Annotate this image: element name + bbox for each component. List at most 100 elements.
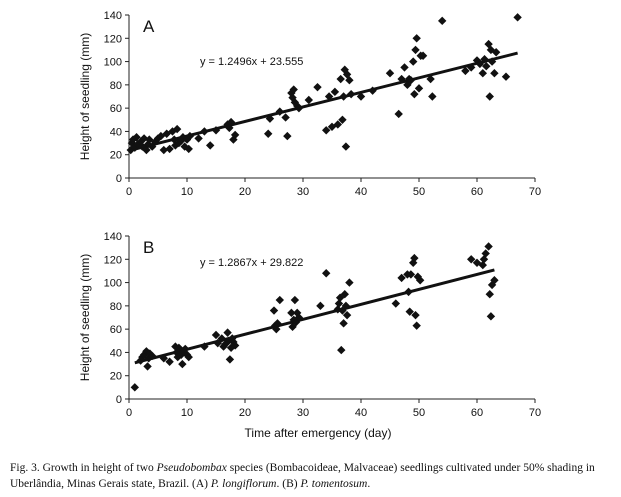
x-tick-label: 0 — [126, 186, 132, 198]
data-point — [397, 273, 406, 283]
data-point — [281, 113, 290, 122]
data-point — [148, 351, 157, 361]
data-point — [406, 270, 416, 279]
data-point — [480, 55, 489, 64]
data-point — [345, 278, 354, 287]
data-point — [411, 310, 420, 320]
data-point — [334, 299, 344, 308]
data-point — [356, 92, 366, 101]
data-point — [467, 255, 476, 264]
data-point — [385, 69, 395, 78]
data-point — [341, 301, 351, 311]
y-tick-label: 60 — [110, 324, 122, 336]
data-point — [410, 253, 419, 263]
y-tick-label: 80 — [110, 80, 122, 92]
data-point — [132, 133, 141, 142]
data-point — [275, 295, 284, 305]
data-point — [172, 124, 182, 134]
data-point — [342, 70, 352, 79]
data-point — [273, 319, 282, 328]
chart-panel-a: 0 20 40 60 80 100 120 140 0 10 20 30 40 50 60 70 Height … — [78, 10, 541, 198]
data-point — [185, 131, 195, 141]
data-point — [346, 89, 356, 99]
data-point — [173, 352, 182, 362]
data-point — [400, 63, 409, 72]
x-tick-label: 40 — [355, 186, 367, 198]
x-tick-label: 70 — [529, 186, 541, 198]
data-point — [275, 107, 284, 116]
data-point — [337, 345, 346, 355]
y-tick-label: 0 — [116, 394, 122, 406]
data-point — [461, 66, 470, 76]
data-point — [178, 133, 188, 142]
data-point — [200, 342, 209, 351]
caption-species-a: P. longiflorum — [210, 478, 277, 490]
data-point — [345, 76, 354, 85]
data-point — [333, 120, 342, 129]
y-tick-label: 0 — [116, 173, 122, 185]
chart-panel-b: 0 20 40 60 80 100 120 140 0 10 20 30 40 50 60 70 Height … — [78, 231, 541, 440]
data-point — [184, 144, 193, 154]
x-tick-label: 10 — [181, 407, 193, 419]
data-point — [394, 109, 403, 119]
y-tick-label: 120 — [104, 254, 122, 266]
y-tick-label: 140 — [104, 10, 122, 22]
data-point — [322, 126, 331, 135]
data-point — [404, 287, 413, 297]
y-tick-label: 40 — [110, 347, 122, 359]
data-point — [501, 72, 511, 81]
data-point — [206, 141, 215, 150]
data-point — [412, 34, 421, 43]
data-point — [225, 355, 235, 364]
data-point — [391, 299, 400, 308]
regression-equation: y = 1.2496x + 23.555 — [200, 56, 303, 68]
data-point — [478, 260, 487, 270]
data-point — [217, 334, 226, 343]
data-point — [339, 319, 348, 328]
data-point — [294, 313, 304, 322]
data-point — [513, 13, 522, 22]
data-point — [265, 114, 275, 123]
data-point — [409, 57, 418, 66]
data-point — [225, 123, 234, 133]
y-tick-label: 80 — [110, 301, 122, 313]
data-point — [213, 338, 222, 348]
data-point — [211, 126, 221, 135]
y-tick-label: 60 — [110, 103, 122, 115]
data-point — [341, 142, 351, 151]
data-point — [415, 276, 425, 285]
x-tick-label: 0 — [126, 407, 132, 419]
x-tick-label: 20 — [239, 407, 251, 419]
data-point — [484, 242, 493, 251]
data-point — [485, 290, 494, 299]
data-point — [368, 86, 377, 95]
data-point — [159, 145, 168, 155]
x-tick-label: 60 — [471, 186, 483, 198]
data-point — [490, 276, 499, 285]
data-point — [438, 16, 447, 26]
y-axis-label: Height of seedling (mm) — [78, 33, 92, 160]
data-point — [287, 308, 296, 318]
data-point — [230, 341, 240, 350]
x-tick-label: 20 — [239, 186, 251, 198]
data-point — [184, 352, 193, 362]
data-point — [414, 84, 424, 93]
y-tick-label: 100 — [104, 57, 122, 69]
data-point — [316, 301, 325, 311]
data-point — [482, 62, 491, 71]
data-point — [269, 306, 279, 315]
data-point — [467, 63, 476, 72]
caption-genus: Pseudobombax — [156, 462, 227, 474]
data-point — [426, 74, 435, 84]
data-point — [272, 324, 281, 334]
figure-caption: Fig. 3. Growth in height of two Pseudobo… — [10, 460, 618, 492]
data-point — [168, 127, 177, 136]
caption-species-b: P. tomentosum — [300, 478, 368, 490]
y-tick-label: 20 — [110, 371, 122, 383]
y-tick-label: 120 — [104, 33, 122, 45]
data-point — [412, 321, 421, 330]
data-point — [194, 134, 203, 143]
data-point — [338, 115, 347, 124]
data-point — [342, 310, 352, 320]
